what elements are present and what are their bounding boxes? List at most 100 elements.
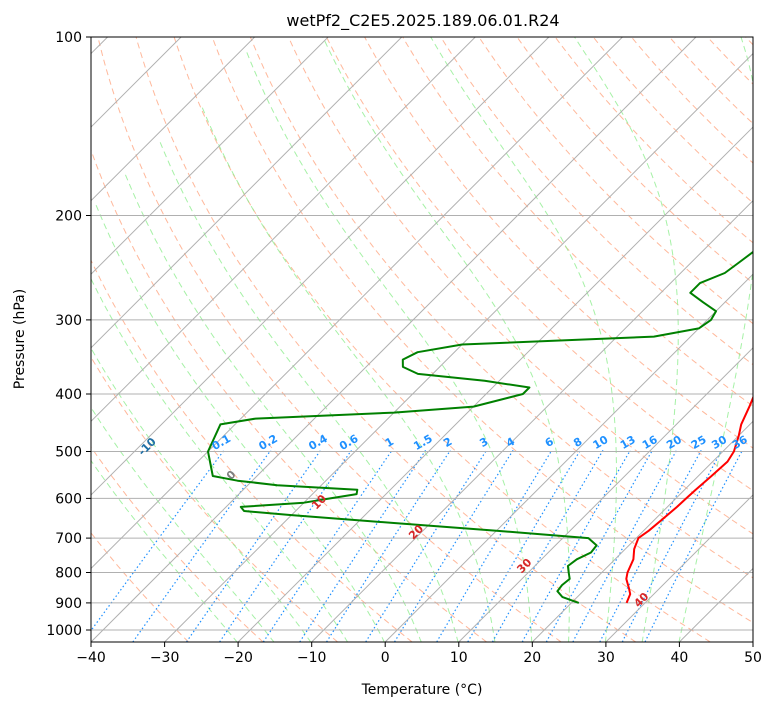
dry-adiabat-line [744, 37, 753, 46]
mixing-ratio-label: 0.4 [306, 432, 330, 453]
dry-adiabat-line [478, 37, 753, 325]
mixing-ratio-line [186, 449, 322, 642]
plot-area: 0.10.20.40.611.52346810131620253036-100-… [60, 37, 753, 642]
chart-title: wetPf2_C2E5.2025.189.06.01.R24 [286, 11, 559, 31]
moist-adiabat-line [678, 37, 753, 642]
y-tick-label: 800 [55, 566, 82, 582]
dry-adiabat-line [249, 37, 753, 579]
dry-adiabat-label: -20 [60, 411, 83, 434]
moist-adiabat-line [245, 49, 533, 642]
y-tick-label: 300 [55, 313, 82, 329]
moist-adiabat-line [159, 141, 459, 642]
mixing-ratio-label: 3 [477, 435, 490, 450]
dry-adiabat-line [402, 37, 753, 407]
y-tick-label: 900 [55, 596, 82, 612]
mixing-ratio-line [644, 450, 743, 642]
dry-adiabat-line [287, 37, 753, 535]
y-tick-label: 1000 [46, 623, 82, 639]
mixing-ratio-label: 1.5 [411, 432, 434, 453]
dry-adiabat-line [91, 446, 264, 642]
dry-adiabat-line [91, 356, 338, 642]
x-tick-label: −20 [223, 650, 253, 666]
plot-frame [90, 36, 754, 643]
y-tick-label: 700 [55, 531, 82, 547]
dewpoint-line [207, 250, 753, 604]
mixing-ratio-line [262, 449, 393, 642]
mixing-ratio-line [572, 450, 678, 642]
mixing-ratio-label: 25 [689, 433, 709, 452]
isotherm-line [237, 126, 753, 642]
mixing-ratio-label: 1 [383, 435, 396, 450]
isobars [91, 37, 753, 631]
y-tick-label: 500 [55, 445, 82, 461]
mixing-ratio-line [467, 450, 581, 642]
isotherm-line [91, 37, 329, 275]
mixing-ratio-line [436, 449, 553, 642]
mixing-ratio-label: 8 [571, 435, 584, 450]
moist-adiabat-line [574, 37, 679, 642]
x-tick-label: −10 [297, 650, 327, 666]
x-tick-label: 10 [450, 650, 468, 666]
mixing-ratio-line [545, 450, 653, 642]
y-tick-label: 600 [55, 491, 82, 507]
moist-adiabat-line [430, 37, 617, 642]
isotherm-line [91, 37, 477, 423]
mixing-ratio-lines [91, 449, 743, 642]
isotherm-line [605, 494, 753, 642]
x-tick-label: 0 [381, 650, 390, 666]
isotherm-line [311, 199, 753, 642]
mixing-ratio-label: 10 [591, 433, 611, 452]
mixing-ratio-label: 36 [730, 433, 750, 452]
x-tick-label: 20 [523, 650, 541, 666]
dry-adiabat-line [668, 37, 753, 125]
x-tick-label: 30 [597, 650, 615, 666]
dry-adiabat-label: 40 [631, 590, 651, 610]
dry-adiabat-line [325, 37, 753, 492]
moist-adiabat-line [91, 459, 238, 642]
isotherm-line [164, 52, 753, 642]
moist-adiabats [91, 37, 753, 642]
isotherm-line [91, 37, 550, 496]
moist-adiabat-line [124, 173, 422, 642]
mixing-ratio-label: 16 [640, 433, 660, 452]
y-tick-label: 400 [55, 387, 82, 403]
isotherm-line [91, 37, 256, 202]
isotherm-line [91, 37, 624, 570]
mixing-ratio-label: 30 [709, 433, 729, 452]
moist-adiabat-line [91, 347, 312, 642]
x-tick-label: −30 [150, 650, 180, 666]
mixing-ratio-line [132, 449, 272, 642]
mixing-ratio-line [91, 449, 225, 632]
x-axis-ticks: −40 −30 −20 −10 0 10 20 30 40 50 [76, 642, 762, 666]
profile-lines [207, 250, 753, 604]
mixing-ratio-line [365, 449, 488, 642]
x-tick-label: 40 [670, 650, 688, 666]
y-tick-label: 100 [55, 30, 82, 46]
mixing-ratio-label: 20 [664, 433, 684, 452]
mixing-ratio-line [599, 450, 702, 642]
mixing-ratio-line [326, 449, 451, 642]
x-tick-label: 50 [744, 650, 762, 666]
mixing-ratio-line [219, 449, 352, 642]
isotherm-line [384, 273, 753, 642]
line-labels: 0.10.20.40.611.52346810131620253036-100-… [60, 411, 751, 610]
isotherm-line [752, 641, 753, 642]
moist-adiabat-line [94, 202, 385, 642]
y-axis-label: Pressure (hPa) [12, 289, 28, 389]
isotherms [91, 37, 753, 642]
temperature-line [625, 395, 753, 604]
dry-adiabat-label: -10 [136, 435, 159, 458]
y-axis-ticks: 100 200 300 400 500 600 700 800 900 1000 [46, 30, 91, 639]
isotherm-line [91, 37, 182, 128]
dry-adiabat-line [440, 37, 753, 366]
isotherm-line [458, 347, 753, 642]
mixing-ratio-label: 13 [618, 433, 638, 452]
isotherm-line [91, 37, 403, 349]
moist-adiabat-line [322, 37, 570, 642]
dry-adiabat-line [97, 37, 562, 642]
moist-adiabat-line [200, 104, 496, 642]
isotherm-line [91, 37, 697, 642]
dry-adiabat-line [706, 37, 753, 85]
isotherm-line [531, 420, 753, 642]
